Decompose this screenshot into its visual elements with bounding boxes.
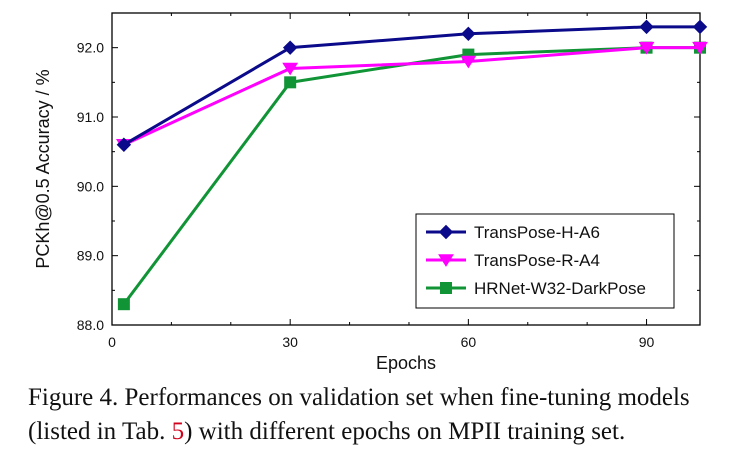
y-tick-label: 88.0 bbox=[77, 317, 104, 333]
legend-marker bbox=[440, 282, 452, 294]
data-point bbox=[117, 298, 130, 311]
data-point bbox=[116, 137, 132, 152]
legend-label: TransPose-R-A4 bbox=[474, 251, 600, 270]
y-axis-label: PCKh@0.5 Accuracy / % bbox=[33, 69, 53, 268]
data-point bbox=[282, 62, 299, 76]
series-line bbox=[123, 25, 700, 147]
caption-line-2-suffix: ) with different epochs on MPII training… bbox=[184, 418, 626, 445]
legend-label: HRNet-W32-DarkPose bbox=[474, 279, 646, 298]
x-axis-label: Epochs bbox=[376, 353, 436, 373]
caption-line-2: (listed in Tab. 5) with different epochs… bbox=[28, 415, 752, 449]
y-tick-label: 90.0 bbox=[77, 178, 104, 194]
figure-caption: Figure 4. Performances on validation set… bbox=[28, 381, 752, 449]
caption-line-2-prefix: (listed in Tab. bbox=[28, 418, 172, 445]
data-point bbox=[284, 76, 297, 89]
legend-entry: TransPose-R-A4 bbox=[426, 251, 600, 270]
caption-line-1: Figure 4. Performances on validation set… bbox=[28, 384, 690, 411]
data-point bbox=[460, 55, 477, 69]
y-tick-label: 89.0 bbox=[77, 248, 104, 264]
data-point bbox=[461, 26, 476, 42]
data-point bbox=[638, 41, 655, 55]
legend-marker bbox=[438, 254, 454, 267]
table-reference-link[interactable]: 5 bbox=[171, 418, 185, 445]
legend-entry: HRNet-W32-DarkPose bbox=[426, 279, 646, 298]
series-TransPose-H-A6 bbox=[116, 19, 708, 152]
line-chart: 88.0 89.0 90.0 91.0 92.0 0 30 60 90 Epochs PCKh@0.… bbox=[33, 12, 708, 373]
data-point bbox=[282, 40, 298, 55]
plot-frame bbox=[111, 12, 701, 326]
x-tick-label: 90 bbox=[639, 334, 655, 350]
legend-marker bbox=[438, 224, 454, 240]
data-point bbox=[639, 19, 654, 35]
data-point bbox=[692, 41, 708, 55]
y-tick-label: 92.0 bbox=[77, 40, 104, 56]
legend-entry: TransPose-H-A6 bbox=[426, 223, 600, 242]
x-tick-label: 0 bbox=[108, 334, 116, 350]
x-tick-label: 30 bbox=[282, 334, 298, 350]
legend-label: TransPose-H-A6 bbox=[474, 223, 600, 242]
y-tick-label: 91.0 bbox=[77, 109, 104, 125]
data-point bbox=[692, 19, 708, 35]
x-tick-label: 60 bbox=[461, 334, 477, 350]
